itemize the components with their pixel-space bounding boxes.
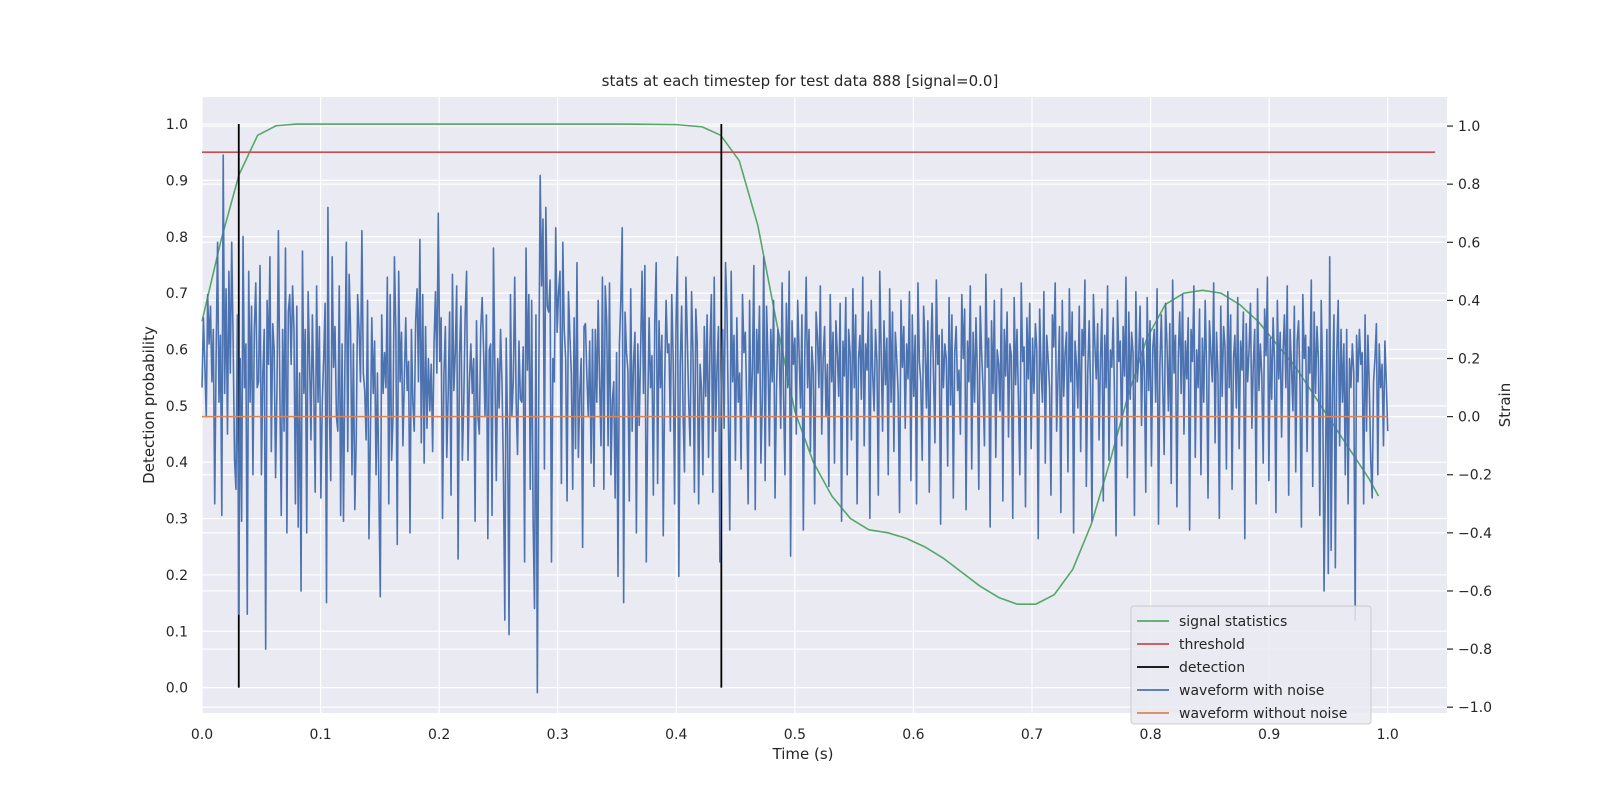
y-tick-label-10: 1.0: [166, 117, 188, 133]
x-tick-label-0: 0.0: [191, 727, 213, 743]
x-tick-label-4: 0.4: [665, 727, 687, 743]
x-tick-label-5: 0.5: [784, 727, 806, 743]
y-tick-label-1: 0.1: [166, 624, 188, 640]
x-tick-label-6: 0.6: [902, 727, 924, 743]
x-tick-label-9: 0.9: [1258, 727, 1280, 743]
y-axis-label-right: Strain: [1496, 383, 1514, 427]
y-right-tick-label-5: 0.0: [1458, 410, 1480, 426]
y-tick-label-5: 0.5: [166, 399, 188, 415]
x-tick-label-3: 0.3: [547, 727, 569, 743]
legend-label-1: threshold: [1179, 637, 1245, 653]
x-tick-label-10: 1.0: [1377, 727, 1399, 743]
y-tick-label-4: 0.4: [166, 455, 188, 471]
y-tick-label-2: 0.2: [166, 568, 188, 584]
y-tick-label-8: 0.8: [166, 230, 188, 246]
y-right-tick-label-4: −0.2: [1458, 468, 1492, 484]
legend-frame: [1130, 605, 1372, 725]
chart-title: stats at each timestep for test data 888…: [602, 72, 999, 90]
y-tick-label-9: 0.9: [166, 173, 188, 189]
y-right-tick-label-6: 0.2: [1458, 352, 1480, 368]
y-right-tick-label-2: −0.6: [1458, 584, 1492, 600]
legend-label-2: detection: [1179, 660, 1245, 676]
x-tick-label-8: 0.8: [1139, 727, 1161, 743]
legend-label-4: waveform without noise: [1179, 706, 1347, 722]
x-tick-label-7: 0.7: [1021, 727, 1043, 743]
y-right-tick-label-3: −0.4: [1458, 526, 1492, 542]
ticks-layer: 0.0 0.1 0.2 0.3 0.4 0.5 0.6 0.7 0.8 0.9 1.0 0.0 0.1 0…: [166, 117, 1492, 743]
x-axis-label: Time (s): [772, 745, 834, 763]
y-tick-label-0: 0.0: [166, 681, 188, 697]
y-right-tick-label-1: −0.8: [1458, 642, 1492, 658]
y-right-tick-label-10: 1.0: [1458, 119, 1480, 135]
series-layer: [201, 123, 1436, 694]
y-right-tick-label-8: 0.6: [1458, 235, 1480, 251]
y-tick-label-7: 0.7: [166, 286, 188, 302]
y-right-tick-label-9: 0.8: [1458, 177, 1480, 193]
x-tick-label-1: 0.1: [309, 727, 331, 743]
series-signal-statistics: [201, 123, 1380, 606]
y-tick-label-6: 0.6: [166, 342, 188, 358]
series-waveform-with-noise: [201, 154, 1389, 694]
y-axis-label: Detection probability: [140, 326, 158, 484]
y-right-tick-label-7: 0.4: [1458, 293, 1480, 309]
legend-label-3: waveform with noise: [1179, 683, 1324, 699]
legend-label-0: signal statistics: [1179, 614, 1287, 630]
x-tick-label-2: 0.2: [428, 727, 450, 743]
y-tick-label-3: 0.3: [166, 512, 188, 528]
y-right-tick-label-0: −1.0: [1458, 700, 1492, 716]
legend: signal statistics threshold detection wavef…: [1130, 605, 1372, 725]
